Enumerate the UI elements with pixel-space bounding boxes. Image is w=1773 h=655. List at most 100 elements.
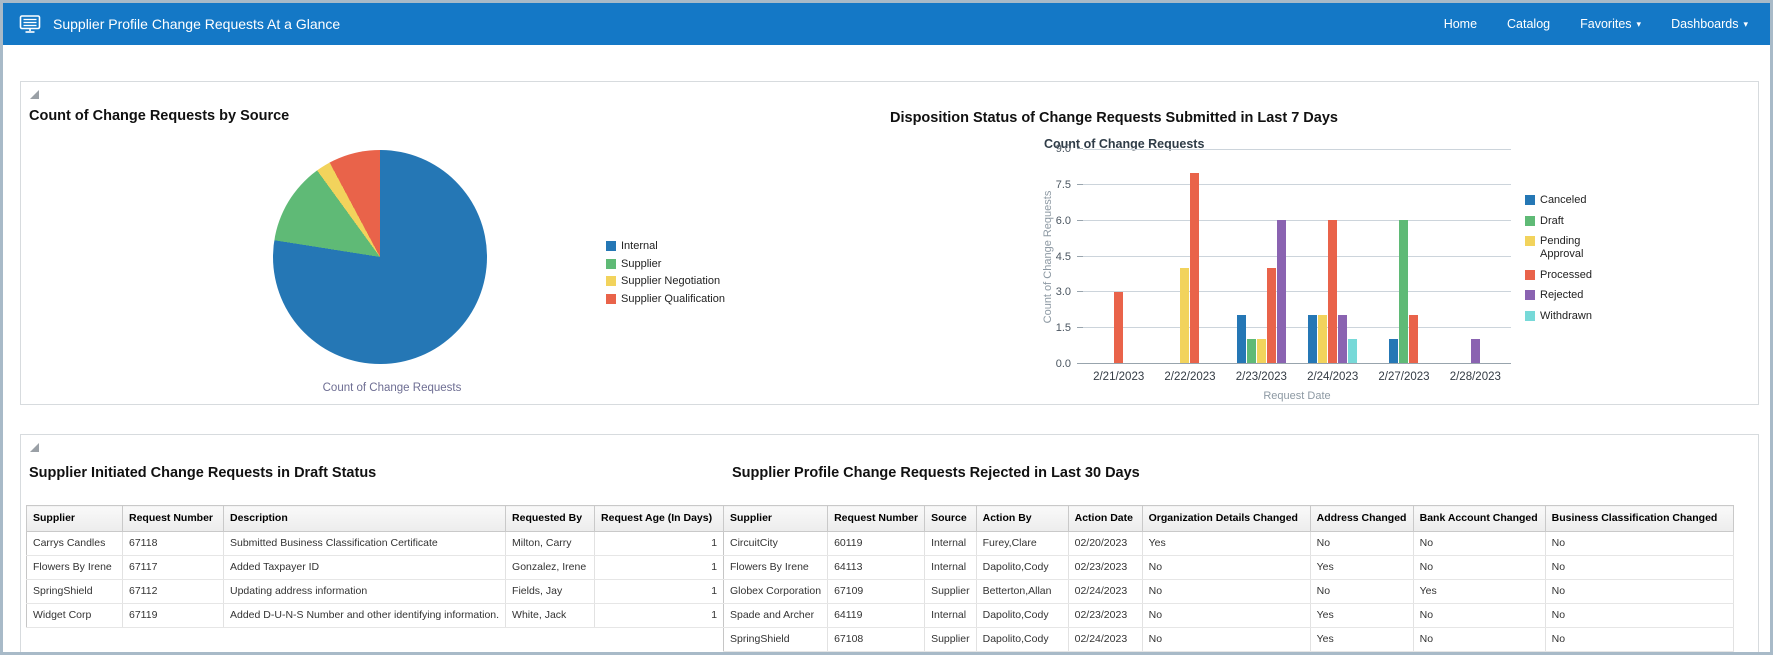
bar-canceled[interactable] [1389,339,1399,363]
legend-swatch [1525,236,1535,247]
bar-pending-approval[interactable] [1256,339,1266,363]
nav-favorites-label: Favorites [1580,17,1632,31]
table-cell: Gonzalez, Irene [505,555,596,580]
column-header: Requested By [505,505,596,532]
nav-catalog[interactable]: Catalog [1507,17,1550,31]
nav-favorites[interactable]: Favorites ▾ [1580,17,1641,31]
table-cell: Fields, Jay [505,579,596,604]
bar-processed[interactable] [1114,291,1124,363]
gridline [1083,291,1511,293]
bar-rejected[interactable] [1470,339,1480,363]
column-header: Request Age (In Days) [594,505,725,532]
pie-legend: Internal Supplier Supplier Negotiation Supp… [606,240,725,311]
table-cell: Flowers By Irene [723,555,829,580]
table-cell: 02/23/2023 [1068,555,1143,580]
table-cell: No [1545,555,1734,580]
legend-label: Supplier Qualification [621,292,725,305]
y-axis-tick-label: 0.0 [1055,358,1071,370]
bar-canceled[interactable] [1308,315,1318,363]
pie-chart-title: Count of Change Requests by Source [29,108,290,124]
table-cell: 1 [594,555,725,580]
bar-pending-approval[interactable] [1318,315,1328,363]
nav-dashboards[interactable]: Dashboards ▾ [1671,17,1748,31]
column-header: Address Changed [1309,505,1414,532]
bar-group [1297,149,1368,363]
table-cell: No [1545,531,1734,556]
table-cell: Furey,Clare [976,531,1069,556]
legend-swatch [1525,195,1535,205]
bar-draft[interactable] [1399,220,1409,363]
bar-legend-item: Pending Approval [1525,235,1609,260]
bar-group [1368,149,1439,363]
table-cell: No [1142,579,1311,604]
table-cell: Yes [1142,531,1311,556]
pie-chart[interactable] [273,150,487,364]
draft-table-title: Supplier Initiated Change Requests in Dr… [29,465,377,481]
column-header: Request Number [827,505,926,532]
section-collapse-icon[interactable] [30,443,39,452]
bar-processed[interactable] [1328,220,1338,363]
table-cell: Dapolito,Cody [976,603,1069,628]
column-header: Description [222,505,507,532]
bar-group [1154,149,1225,363]
gridline [1083,183,1511,185]
table-cell: SpringShield [26,579,123,604]
table-cell: Yes [1310,555,1414,580]
table-cell: 02/20/2023 [1068,531,1143,556]
chevron-down-icon: ▾ [1743,18,1748,29]
top-header-bar: Supplier Profile Change Requests At a Gl… [3,3,1770,45]
rejected-requests-table: Supplier Request Number Source Action By Act… [722,505,1734,652]
section-collapse-icon[interactable] [30,90,39,99]
table-cell: Yes [1310,603,1414,628]
table-cell: No [1545,579,1734,604]
table-cell: Added Taxpayer ID [223,555,507,580]
table-cell: 64119 [827,603,926,628]
table-cell: 67112 [122,579,224,604]
nav-catalog-label: Catalog [1507,17,1551,31]
bar-pending-approval[interactable] [1180,267,1190,363]
bar-rejected[interactable] [1338,315,1348,363]
bar-x-axis: 2/21/2023 2/22/2023 2/23/2023 2/24/2023 2/27… [1083,371,1511,383]
table-row: SpringShield 67108 Supplier Dapolito,Cody 02… [723,627,1734,652]
legend-swatch [606,241,616,251]
table-row: SpringShield 67112 Updating address inform… [26,579,725,604]
table-cell: No [1142,555,1311,580]
bar-processed[interactable] [1266,267,1276,363]
column-header: Supplier [722,505,829,532]
bar-rejected[interactable] [1276,220,1286,363]
legend-label: Processed [1540,268,1592,281]
bar-x-axis-title: Request Date [1263,390,1331,402]
bar-groups [1083,149,1511,363]
nav-home[interactable]: Home [1444,17,1477,31]
bar-withdrawn[interactable] [1348,339,1358,363]
column-header: Source [924,505,977,532]
table-cell: 64113 [827,555,926,580]
table-row: Widget Corp 67119 Added D-U-N-S Number and… [26,603,725,628]
bar-canceled[interactable] [1236,315,1246,363]
table-cell: No [1310,579,1414,604]
table-cell: Carrys Candles [26,531,123,556]
bar-legend: Canceled Draft Pending Approval Processed Re… [1525,194,1609,330]
nav-home-label: Home [1443,17,1478,31]
y-axis-tick-mark [1077,327,1083,329]
bar-group [1083,149,1154,363]
table-cell: Dapolito,Cody [976,627,1069,652]
table-cell: 02/24/2023 [1068,627,1143,652]
table-cell: Flowers By Irene [26,555,123,580]
y-axis-tick-mark [1077,291,1083,293]
bar-legend-item: Rejected [1525,289,1609,302]
table-cell: Milton, Carry [505,531,596,556]
table-cell: Spade and Archer [723,603,829,628]
bar-y-axis: 0.0 1.5 3.0 4.5 6.0 7.5 9.0 [1023,143,1083,370]
gridline [1083,363,1511,364]
x-axis-tick-label: 2/21/2023 [1093,371,1145,383]
data-table: Supplier Request Number Source Action By Act… [722,505,1734,652]
bar-draft[interactable] [1246,339,1256,363]
bar-processed[interactable] [1190,172,1200,363]
y-axis-tick-mark [1077,183,1083,185]
table-cell: White, Jack [505,603,596,628]
chevron-down-icon: ▾ [1636,18,1642,29]
table-row: Carrys Candles 67118 Submitted Business Cl… [26,531,725,556]
table-row: CircuitCity 60119 Internal Furey,Clare 02/20… [723,531,1734,556]
bar-processed[interactable] [1409,315,1419,363]
